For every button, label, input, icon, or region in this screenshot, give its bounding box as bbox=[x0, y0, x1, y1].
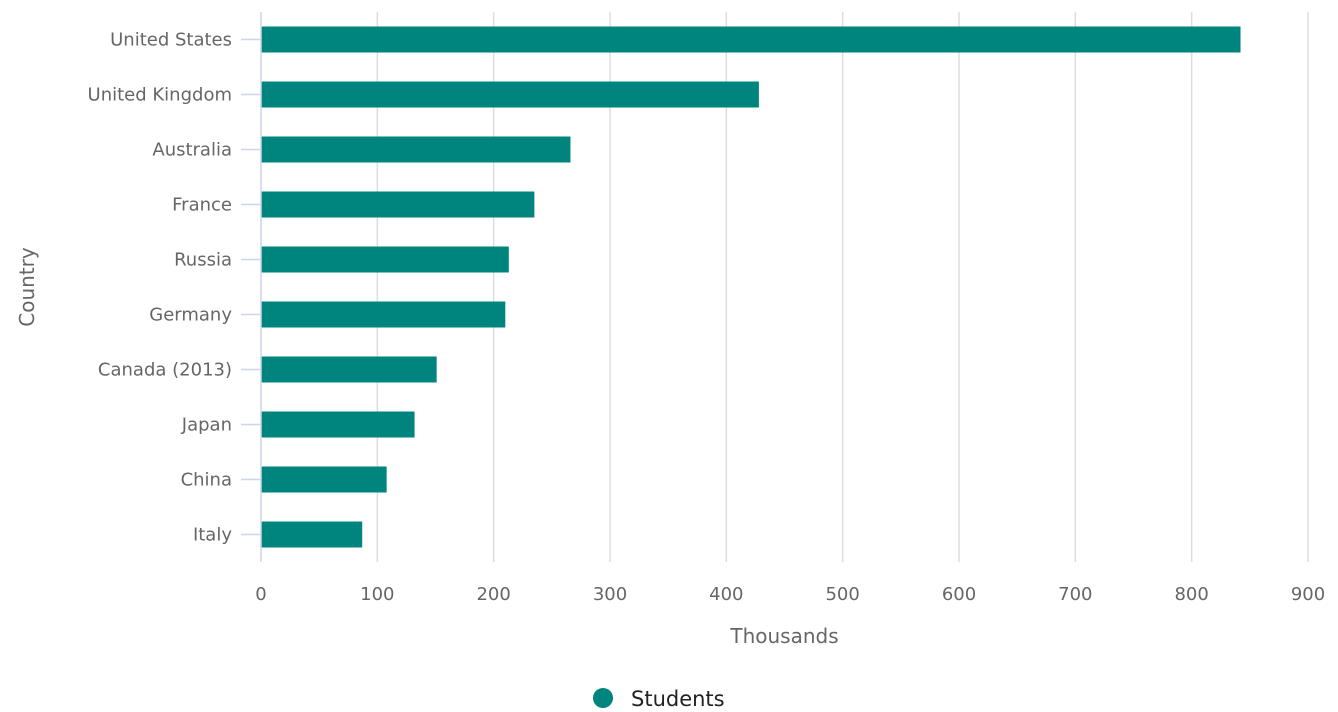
bar[interactable] bbox=[261, 191, 535, 218]
bar[interactable] bbox=[261, 136, 571, 163]
x-tick-label: 100 bbox=[360, 584, 394, 605]
x-tick-label: 700 bbox=[1058, 584, 1092, 605]
x-axis-title: Thousands bbox=[729, 624, 838, 648]
bar[interactable] bbox=[261, 246, 509, 273]
x-tick-label: 300 bbox=[593, 584, 627, 605]
y-tick-label: Australia bbox=[152, 140, 232, 161]
x-tick-label: 400 bbox=[709, 584, 743, 605]
y-tick-label: China bbox=[181, 470, 232, 491]
x-tick-label: 500 bbox=[825, 584, 859, 605]
x-tick-label: 200 bbox=[476, 584, 510, 605]
y-axis-title: Country bbox=[15, 247, 39, 327]
bar[interactable] bbox=[261, 356, 437, 383]
bar[interactable] bbox=[261, 81, 759, 108]
legend[interactable]: Students bbox=[593, 687, 725, 711]
legend-label: Students bbox=[631, 687, 725, 711]
y-tick-label: United Kingdom bbox=[88, 85, 232, 106]
y-tick-label: United States bbox=[110, 30, 232, 51]
x-tick-label: 600 bbox=[942, 584, 976, 605]
bar[interactable] bbox=[261, 26, 1241, 53]
bars bbox=[261, 26, 1241, 548]
y-tick-label: Japan bbox=[181, 415, 232, 436]
y-tick-label: Canada (2013) bbox=[98, 360, 232, 381]
y-tick-label: Italy bbox=[193, 525, 232, 546]
x-tick-label: 800 bbox=[1174, 584, 1208, 605]
bar[interactable] bbox=[261, 411, 415, 438]
y-tick-label: Germany bbox=[149, 305, 232, 326]
bar[interactable] bbox=[261, 466, 387, 493]
tick-labels: 0 100 200 300 400 500 600 700 800 900 United State… bbox=[88, 30, 1326, 606]
y-tick-label: Russia bbox=[174, 250, 232, 271]
bar[interactable] bbox=[261, 521, 363, 548]
legend-swatch-icon bbox=[593, 688, 613, 708]
y-tick-label: France bbox=[172, 195, 232, 216]
axes bbox=[241, 12, 262, 562]
bar[interactable] bbox=[261, 301, 506, 328]
x-tick-label: 0 bbox=[255, 584, 266, 605]
x-tick-label: 900 bbox=[1291, 584, 1325, 605]
